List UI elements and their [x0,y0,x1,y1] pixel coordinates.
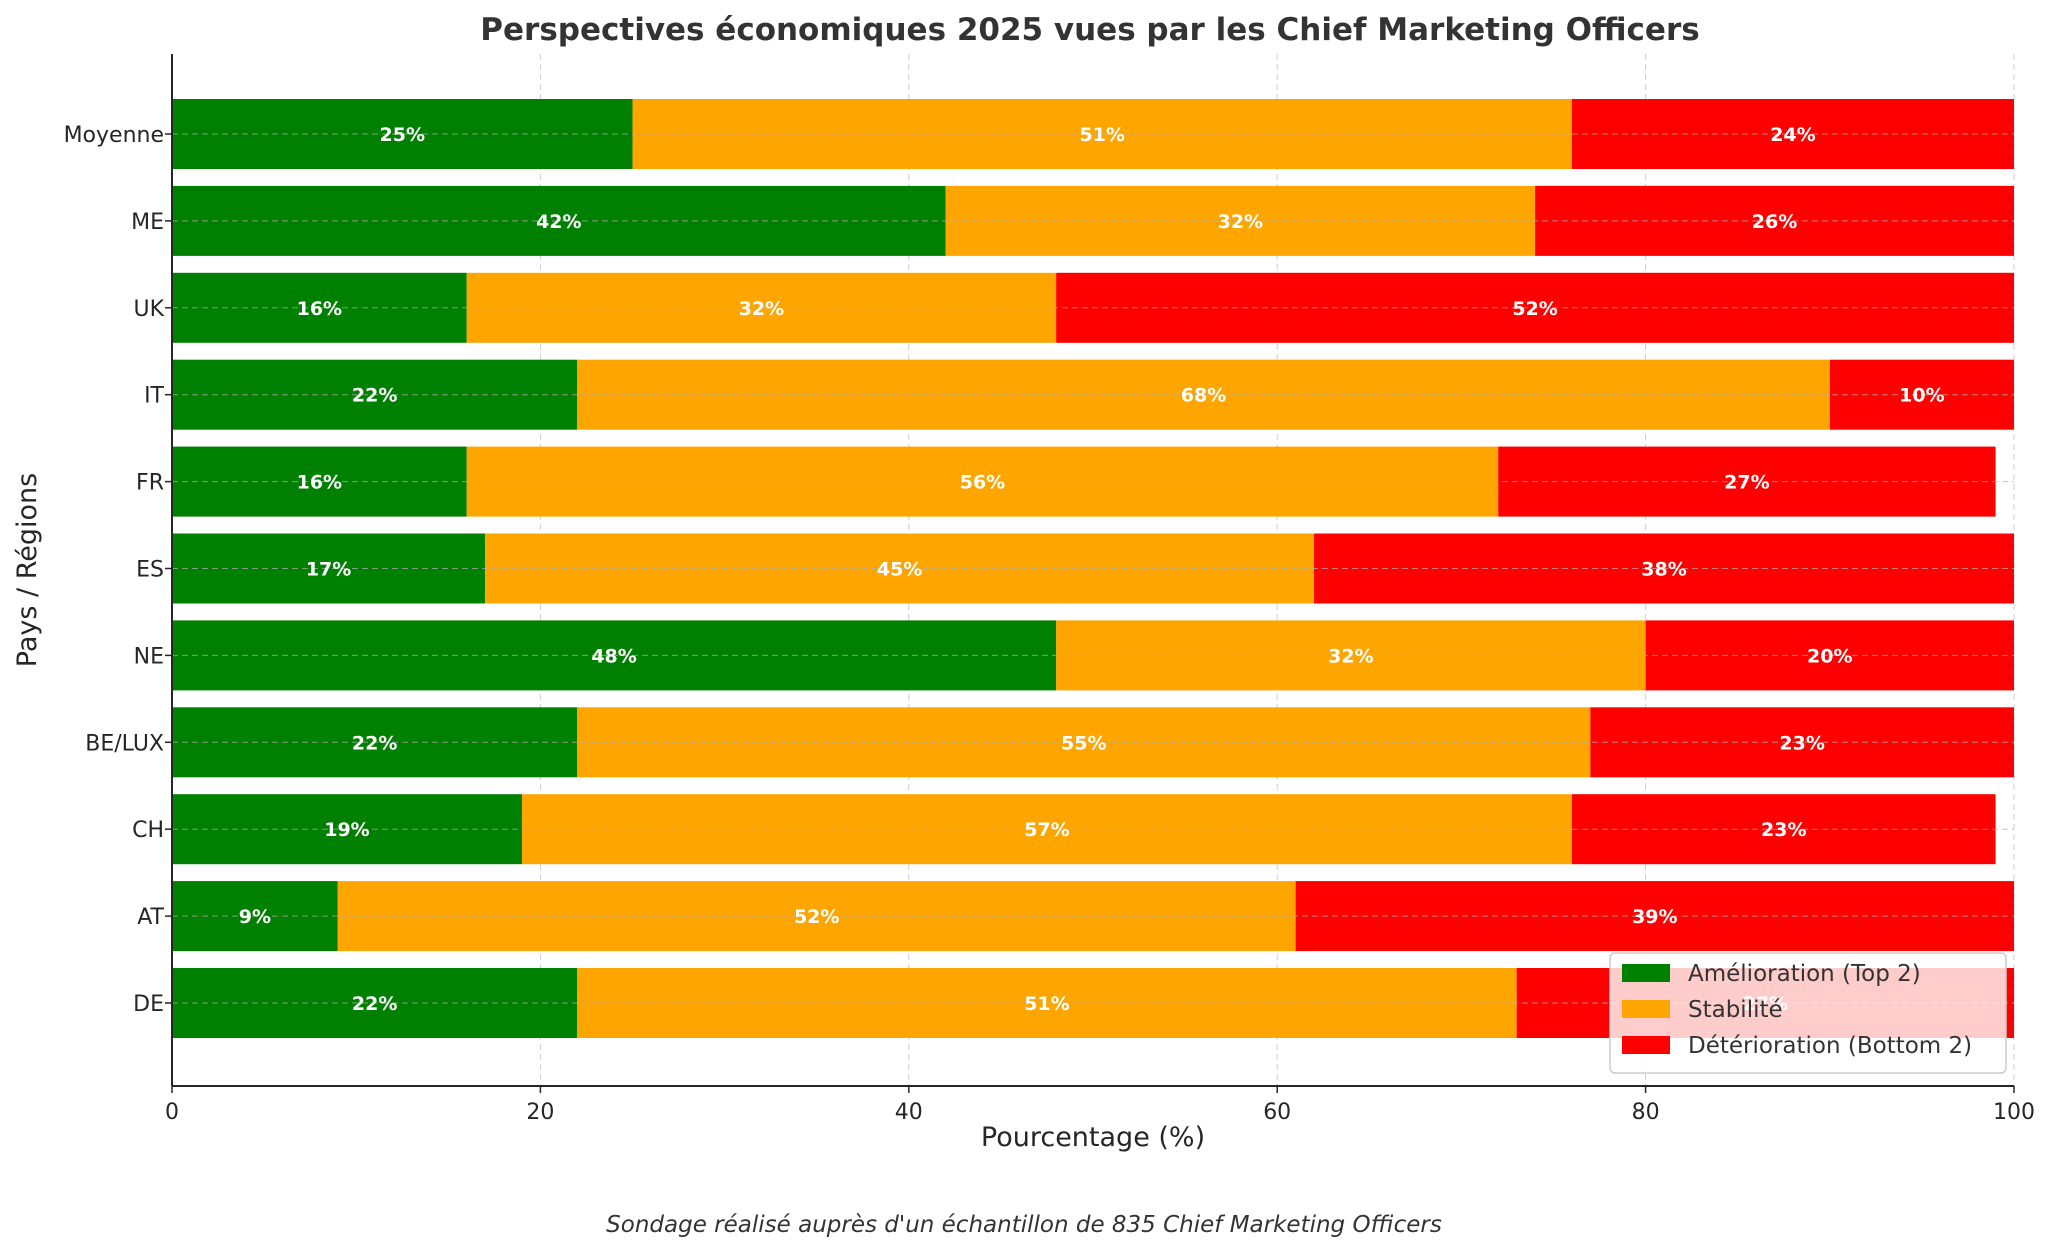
bar-value-label: 27% [1724,472,1769,494]
x-axis-ticks: 0 20 40 60 80 100 [165,1086,2035,1125]
y-tick-label-uk: UK [133,297,164,322]
y-tick-label-it: IT [144,384,164,409]
bar-value-label: 22% [352,732,397,754]
x-tick-label: 100 [1993,1100,2035,1125]
y-tick-label-fr: FR [136,471,164,496]
legend-swatch-amelioration-top-2 [1622,964,1670,982]
bar-value-label: 23% [1779,732,1824,754]
bar-value-label: 68% [1181,385,1226,407]
y-tick-label-ch: CH [132,818,164,843]
bar-value-labels: 25% 51% 24% 42% 32% 26% 16% 32% 52% 22% 68% 10% 16% 5… [239,124,1945,1015]
legend-label-stabilite: Stabilité [1688,997,1783,1023]
legend: Amélioration (Top 2) Stabilité Détériorati… [1609,952,2007,1074]
x-tick-label: 20 [526,1100,554,1125]
bar-value-label: 10% [1899,385,1944,407]
y-tick-label-me: ME [131,210,164,235]
bar-value-label: 51% [1079,124,1124,146]
legend-box [1609,952,2007,1074]
legend-swatch-stabilite [1622,1000,1670,1018]
chart-caption: Sondage réalisé auprès d'un échantillon … [606,1212,1442,1238]
bar-value-label: 39% [1632,906,1677,928]
bar-value-label: 45% [877,559,922,581]
y-tick-label-at: AT [137,905,164,930]
x-axis-label: Pourcentage (%) [981,1122,1205,1153]
bar-value-label: 52% [794,906,839,928]
y-axis-ticks: Moyenne ME UK IT FR ES NE BE/LUX CH AT DE [64,123,172,1017]
bar-value-label: 23% [1761,819,1806,841]
chart-title: Perspectives économiques 2025 vues par l… [480,12,1699,48]
bar-value-label: 51% [1024,993,1069,1015]
bar-value-label: 48% [591,645,636,667]
bar-value-label: 32% [739,298,784,320]
bar-value-label: 52% [1512,298,1557,320]
axes [171,54,2014,1087]
bar-value-label: 32% [1218,211,1263,233]
legend-swatch-deterioration-bottom-2 [1622,1036,1670,1054]
y-tick-label-be-lux: BE/LUX [85,731,164,756]
bar-value-label: 22% [352,385,397,407]
y-axis-label: Pays / Régions [12,473,43,667]
bar-value-label: 9% [239,906,271,928]
x-tick-label: 60 [1263,1100,1291,1125]
bar-value-label: 19% [324,819,369,841]
y-tick-label-ne: NE [134,644,164,669]
y-tick-label-es: ES [136,558,164,583]
bar-value-label: 26% [1752,211,1797,233]
bar-value-label: 42% [536,211,581,233]
bar-value-label: 57% [1024,819,1069,841]
x-tick-label: 80 [1632,1100,1660,1125]
legend-label-amelioration-top-2: Amélioration (Top 2) [1688,961,1921,987]
bar-value-label: 25% [380,124,425,146]
bar-value-label: 38% [1641,559,1686,581]
bar-value-label: 22% [352,993,397,1015]
bar-value-label: 24% [1770,124,1815,146]
bar-value-label: 32% [1328,645,1373,667]
bar-value-label: 55% [1061,732,1106,754]
y-tick-label-de: DE [133,992,164,1017]
legend-label-deterioration-bottom-2: Détérioration (Bottom 2) [1688,1033,1972,1059]
bar-value-label: 16% [297,472,342,494]
y-tick-label-moyenne: Moyenne [64,123,164,148]
bar-value-label: 17% [306,559,351,581]
bar-value-label: 20% [1807,645,1852,667]
x-tick-label: 0 [165,1100,179,1125]
bar-value-label: 16% [297,298,342,320]
bar-value-label: 56% [960,472,1005,494]
x-tick-label: 40 [895,1100,923,1125]
